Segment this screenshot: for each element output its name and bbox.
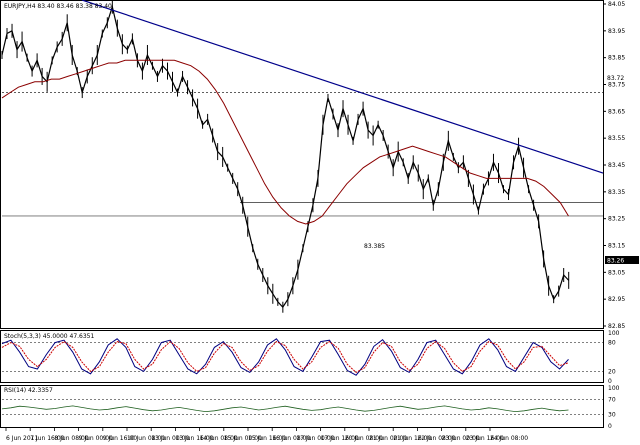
y-tick-label: 83.95 [608, 28, 625, 35]
y-tick-label: 82.85 [608, 323, 625, 330]
x-tick-label: 13 Jun 00:00 [151, 435, 189, 442]
rsi-header: RSI(14) 42.3357 [4, 387, 53, 394]
x-tick-label: 10 Jun 08:00 [127, 435, 165, 442]
x-tick-label: 15 Jun 00:00 [224, 435, 262, 442]
x-tick-label: 6 Jun 2011 [6, 435, 38, 442]
rsi-tick-label: 100 [608, 385, 620, 392]
x-tick-label: 14 Jun 08:00 [200, 435, 238, 442]
rsi-tick-label: 0 [608, 423, 612, 430]
stoch-tick-label: 80 [608, 340, 616, 347]
moving-average-line [1, 59, 569, 225]
y-tick-label: 83.85 [608, 55, 625, 62]
stoch-panel-frame [0, 330, 604, 383]
x-tick-label: 23 Jun 00:00 [442, 435, 480, 442]
y-tick-label: 82.95 [608, 296, 625, 303]
x-tick-label: 17 Jun 00:00 [296, 435, 334, 442]
x-tick-label: 16 Jun 08:00 [272, 435, 310, 442]
rsi-panel-frame [0, 385, 604, 428]
x-tick-label: 17 Jun 16:00 [321, 435, 359, 442]
x-tick-label: 9 Jun 00:00 [79, 435, 113, 442]
stoch-tick-label: 100 [608, 330, 620, 337]
y-tick-label: 83.65 [608, 108, 625, 115]
y-tick-label: 83.55 [608, 135, 625, 142]
rsi-tick-label: 30 [608, 412, 616, 419]
y-tick-label: 84.05 [608, 1, 625, 8]
stoch-header: Stoch(5,3,3) 45.0000 47.6351 [4, 333, 95, 340]
trendline [81, 0, 604, 174]
x-tick-label: 24 Jun 08:00 [490, 435, 528, 442]
stoch-k-line [1, 338, 569, 376]
x-tick-label: 7 Jun 16:00 [30, 435, 64, 442]
y-tick-label: 83.05 [608, 269, 625, 276]
rsi-line [1, 405, 569, 413]
y-tick-label: 83.45 [608, 162, 625, 169]
x-tick-label: 21 Jun 16:00 [393, 435, 431, 442]
x-tick-label: 22 Jun 08:00 [417, 435, 455, 442]
close-price-box [605, 256, 639, 264]
dotted-level-label: 83.72 [607, 75, 624, 82]
x-tick-label: 15 Jun 16:00 [248, 435, 286, 442]
x-tick-label: 23 Jun 16:00 [466, 435, 504, 442]
x-tick-label: 9 Jun 16:00 [103, 435, 137, 442]
x-tick-label: 8 Jun 08:00 [54, 435, 88, 442]
stoch-tick-label: 20 [608, 368, 616, 375]
price-series-line [1, 4, 570, 309]
y-tick-label: 83.15 [608, 243, 625, 250]
y-tick-label: 83.75 [608, 82, 625, 89]
main-header: EURJPY,H4 83.40 83.46 83.38 83.40 [4, 3, 112, 10]
stoch-d-line [1, 340, 569, 374]
stoch-series: 100 80 20 0 [1, 330, 620, 385]
main-series [1, 0, 604, 313]
x-tick-label: 13 Jun 16:00 [175, 435, 213, 442]
y-tick-label: 83.25 [608, 216, 625, 223]
y-tick-label: 83.35 [608, 189, 625, 196]
x-tick-label: 21 Jun 00:00 [369, 435, 407, 442]
rsi-series: 100 70 30 0 [1, 385, 620, 430]
x-tick-label: 20 Jun 08:00 [345, 435, 383, 442]
level-label: 83.385 [364, 243, 385, 250]
rsi-tick-label: 70 [608, 396, 616, 403]
close-price-label: 83.26 [607, 258, 624, 265]
main-y-axis: 84.05 83.95 83.85 83.75 83.65 83.55 83.45 83.35… [603, 1, 625, 330]
stoch-tick-label: 0 [608, 378, 612, 385]
